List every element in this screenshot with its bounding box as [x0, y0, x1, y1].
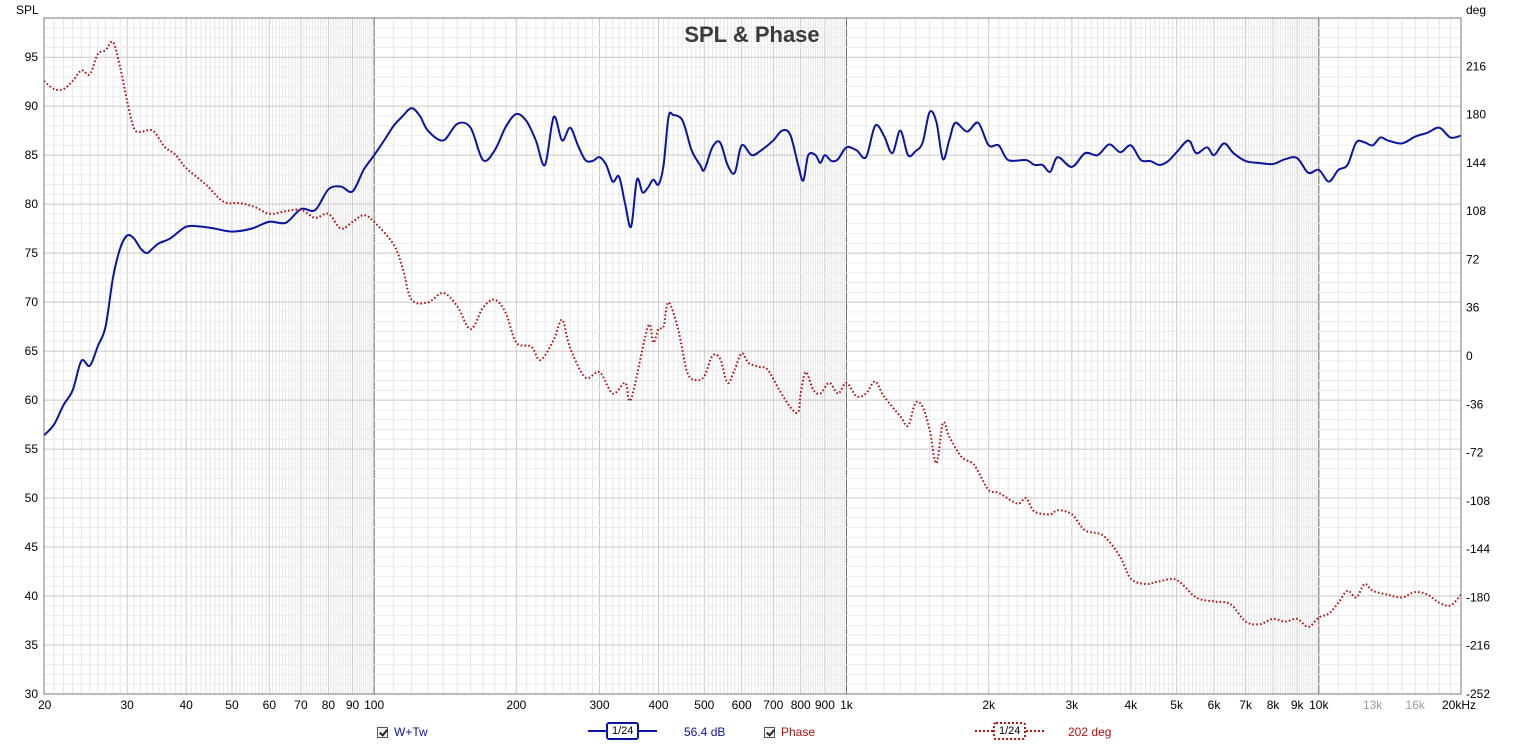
left-tick-label: 50 — [25, 491, 39, 505]
right-tick-label: -72 — [1466, 446, 1484, 460]
x-tick-label: 30 — [120, 698, 134, 712]
x-tick-label: 6k — [1208, 698, 1222, 712]
x-tick-label: 900 — [815, 698, 835, 712]
x-tick-label: 10k — [1309, 698, 1329, 712]
right-tick-label: 216 — [1466, 59, 1486, 73]
grid — [43, 18, 1461, 694]
right-axis-ticks: -252 -216 -180 -144 -108 -72 -36 0 36 72 108 144 180… — [1466, 59, 1490, 701]
legend: W+Tw 1/24 56.4 dB Phase 1/24 202 deg — [0, 718, 1518, 747]
left-tick-label: 60 — [25, 393, 39, 407]
left-axis-ticks: 30 35 40 45 50 55 60 65 70 75 80 85 90 95 — [25, 50, 39, 701]
x-tick-label: 700 — [763, 698, 783, 712]
left-tick-label: 90 — [25, 99, 39, 113]
chart-title: SPL & Phase — [684, 22, 819, 47]
x-tick-label: 100 — [364, 698, 384, 712]
x-tick-label: 4k — [1125, 698, 1139, 712]
x-tick-label: 70 — [294, 698, 308, 712]
right-tick-label: -252 — [1466, 687, 1490, 701]
left-tick-label: 65 — [25, 344, 39, 358]
right-tick-label: 36 — [1466, 301, 1480, 315]
x-tick-label: 20kHz — [1442, 698, 1476, 712]
wtw-label: W+Tw — [394, 725, 428, 739]
x-tick-label: 50 — [225, 698, 239, 712]
phase-checkbox[interactable] — [764, 726, 775, 738]
left-tick-label: 80 — [25, 197, 39, 211]
spl-phase-chart: 30 35 40 45 50 55 60 65 70 75 80 85 90 95 -252 -216 -18… — [16, 3, 1490, 712]
wtw-smoothing-label: 1/24 — [606, 722, 640, 740]
series-line-w-tw — [43, 107, 1462, 437]
x-tick-label: 40 — [180, 698, 194, 712]
phase-line-sample — [975, 730, 993, 732]
wtw-smoothing-control[interactable]: 1/24 — [588, 721, 658, 741]
right-tick-label: -108 — [1466, 494, 1490, 508]
left-axis-unit: SPL — [16, 3, 39, 17]
phase-smoothing-control[interactable]: 1/24 — [975, 721, 1045, 741]
x-tick-label: 8k — [1267, 698, 1281, 712]
left-tick-label: 85 — [25, 148, 39, 162]
wtw-line-sample — [588, 730, 606, 732]
phase-value: 202 deg — [1068, 725, 1112, 739]
x-tick-label: 90 — [346, 698, 360, 712]
right-tick-label: -144 — [1466, 542, 1490, 556]
left-tick-label: 40 — [25, 589, 39, 603]
x-tick-label: 600 — [732, 698, 752, 712]
right-tick-label: -180 — [1466, 590, 1490, 604]
right-tick-label: -36 — [1466, 397, 1484, 411]
x-tick-label: 16k — [1406, 698, 1426, 712]
x-axis-ticks: 20 30 40 50 60 70 80 90 100 200 300 400 500 600 700 800… — [38, 698, 1476, 712]
left-tick-label: 70 — [25, 295, 39, 309]
left-tick-label: 30 — [25, 687, 39, 701]
x-tick-label: 7k — [1239, 698, 1253, 712]
x-tick-label: 2k — [982, 698, 996, 712]
phase-smoothing-label: 1/24 — [993, 722, 1027, 740]
x-tick-label: 3k — [1065, 698, 1079, 712]
right-tick-label: 180 — [1466, 108, 1486, 122]
x-tick-label: 300 — [589, 698, 609, 712]
phase-label: Phase — [781, 725, 816, 739]
wtw-line-sample-right — [639, 730, 658, 732]
right-axis-unit: deg — [1466, 3, 1486, 17]
legend-item-wtw[interactable]: W+Tw — [377, 725, 428, 739]
left-tick-label: 95 — [25, 50, 39, 64]
x-tick-label: 80 — [322, 698, 336, 712]
right-tick-label: 108 — [1466, 204, 1486, 218]
x-tick-label: 9k — [1291, 698, 1305, 712]
x-tick-label: 20 — [38, 698, 52, 712]
left-tick-label: 75 — [25, 246, 39, 260]
plot-border — [43, 17, 1462, 695]
right-tick-label: 144 — [1466, 156, 1486, 170]
x-tick-label: 800 — [791, 698, 811, 712]
right-tick-label: -216 — [1466, 639, 1490, 653]
x-tick-label: 1k — [840, 698, 854, 712]
phase-line-sample-right — [1026, 730, 1045, 732]
x-tick-label: 400 — [649, 698, 669, 712]
series-line-phase — [43, 40, 1462, 628]
right-tick-label: 72 — [1466, 252, 1480, 266]
left-tick-label: 45 — [25, 540, 39, 554]
legend-item-phase[interactable]: Phase — [764, 725, 815, 739]
series-lines — [43, 40, 1462, 628]
wtw-value: 56.4 dB — [684, 725, 726, 739]
wtw-checkbox[interactable] — [377, 726, 388, 738]
x-tick-label: 60 — [263, 698, 277, 712]
x-tick-label: 200 — [506, 698, 526, 712]
x-tick-label: 13k — [1363, 698, 1383, 712]
x-tick-label: 500 — [694, 698, 714, 712]
left-tick-label: 35 — [25, 638, 39, 652]
x-tick-label: 5k — [1170, 698, 1184, 712]
right-tick-label: 0 — [1466, 349, 1473, 363]
left-tick-label: 55 — [25, 442, 39, 456]
